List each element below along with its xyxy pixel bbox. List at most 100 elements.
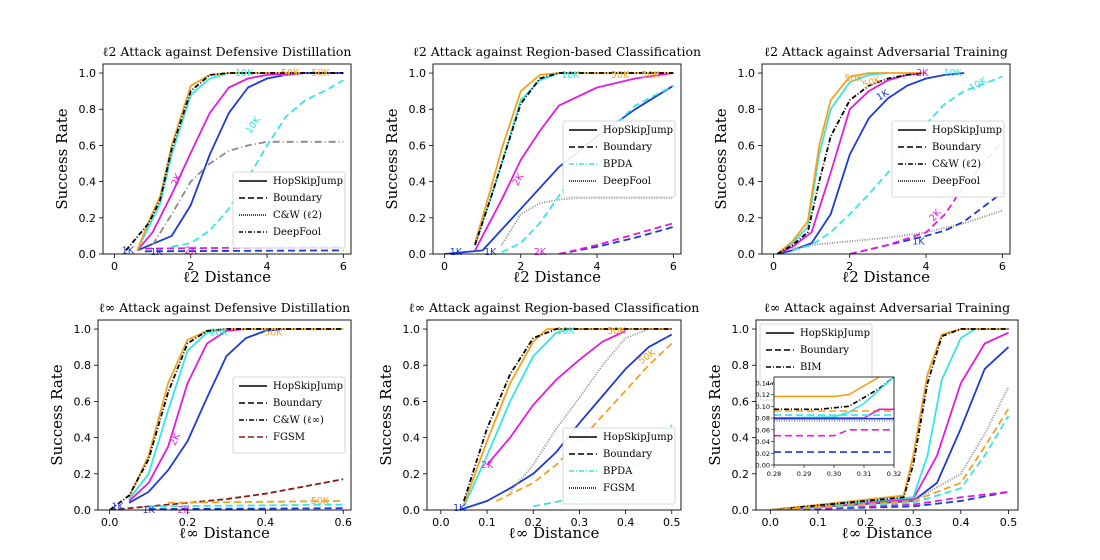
- inset-y-tick-label: 0.10: [756, 403, 770, 411]
- series-line-bim: [770, 328, 1009, 510]
- data-label: 10K: [968, 75, 990, 94]
- data-label: 50K: [844, 73, 863, 84]
- series-line-fgsm: [509, 328, 650, 493]
- legend-label: C&W (ℓ2): [932, 159, 981, 170]
- data-label: 1K: [450, 247, 463, 258]
- y-axis-label: Success Rate: [53, 108, 71, 209]
- x-tick-label: 6: [999, 260, 1006, 273]
- legend-label: C&W (ℓ∞): [273, 415, 324, 426]
- y-tick-label: 0.6: [409, 139, 427, 152]
- legend-label: DeepFool: [932, 176, 980, 187]
- series-line-boundary-1k: [849, 191, 1003, 254]
- data-label: 2K: [481, 460, 494, 471]
- x-tick-label: 2: [517, 260, 524, 273]
- series-line-boundary-10k: [171, 79, 344, 248]
- x-tick-label: 6: [670, 260, 677, 273]
- x-tick-label: 0: [441, 260, 448, 273]
- series-line-boundary-10k: [770, 415, 1010, 510]
- series-line-hj-2k: [770, 331, 1009, 510]
- chart-panel-3: ℓ2 Attack against Adversarial Training Su…: [712, 44, 1011, 286]
- legend: HopSkipJump Boundary BPDA DeepFool: [562, 120, 676, 198]
- y-tick-label: 0.2: [409, 212, 427, 225]
- plot-frame: [432, 63, 682, 255]
- y-tick-label: 1.0: [732, 323, 750, 336]
- data-label: 1K: [142, 505, 155, 516]
- y-tick-label: 0.4: [738, 176, 756, 189]
- data-label: 50K: [611, 70, 630, 81]
- y-tick-label: 0.0: [738, 248, 756, 261]
- y-axis-label: Success Rate: [377, 364, 395, 465]
- x-tick-label: 0.5: [663, 516, 681, 529]
- x-tick-label: 0: [770, 260, 777, 273]
- legend-label: BPDA: [603, 466, 633, 477]
- series-line-boundary-50k: [168, 500, 344, 504]
- legend-label: BIM: [800, 362, 822, 373]
- x-tick-label: 2: [187, 260, 194, 273]
- data-label: 50K: [281, 68, 300, 79]
- legend-label: BPDA: [603, 159, 633, 170]
- data-label: 1K: [875, 87, 892, 103]
- x-tick-label: 0.1: [478, 516, 496, 529]
- inset-y-tick-label: 0.08: [756, 415, 770, 423]
- x-tick-label: 0.3: [904, 516, 922, 529]
- legend-label: HopSkipJump: [603, 432, 673, 443]
- y-tick-label: 1.0: [403, 323, 421, 336]
- series-line-hj-10k: [128, 328, 227, 500]
- x-tick-label: 0.0: [432, 516, 450, 529]
- x-tick-label: 0.2: [857, 516, 875, 529]
- data-label: 1K: [484, 247, 497, 258]
- series-line-hj-2k: [136, 72, 306, 251]
- legend-label: FGSM: [603, 483, 635, 494]
- series-line-boundary-2k: [558, 222, 674, 254]
- x-tick-label: 0.2: [524, 516, 542, 529]
- series-line-hj-2k: [486, 330, 626, 466]
- series-line-boundary-1k: [144, 249, 344, 253]
- legend-label: Boundary: [273, 193, 322, 204]
- y-tick-label: 0.2: [74, 468, 92, 481]
- y-axis-label: Success Rate: [383, 108, 401, 209]
- series-group: [770, 328, 1010, 510]
- series-line-bpda: [463, 328, 672, 502]
- data-label: 2K: [185, 245, 198, 256]
- inset-x-tick-label: 0.30: [827, 470, 841, 478]
- series-line-bpda: [474, 72, 674, 246]
- y-tick-label: 1.0: [79, 67, 97, 80]
- data-label: 1K: [453, 503, 466, 514]
- data-label: 1K: [111, 501, 124, 512]
- legend-label: HopSkipJump: [273, 176, 343, 187]
- inset-x-tick-label: 0.32: [887, 470, 901, 478]
- legend-label: DeepFool: [603, 176, 651, 187]
- series-line-hj-2k: [474, 72, 674, 251]
- x-tick-label: 0.4: [257, 516, 275, 529]
- x-tick-label: 4: [264, 260, 271, 273]
- chart-title: ℓ∞ Attack against Region-based Classific…: [409, 300, 700, 315]
- y-tick-label: 0.0: [732, 504, 750, 517]
- legend: HopSkipJump Boundary C&W (ℓ2) DeepFool: [232, 171, 346, 249]
- series-line-hj-10k: [463, 328, 571, 507]
- series-line-boundary-1k: [558, 226, 674, 254]
- chart-title: ℓ2 Attack against Region-based Classific…: [413, 44, 701, 59]
- chart-panel-5: ℓ∞ Attack against Region-based Classific…: [377, 300, 699, 542]
- data-label: 10K: [209, 328, 228, 339]
- series-line-deepfool: [151, 140, 344, 246]
- legend-label: HopSkipJump: [603, 125, 673, 136]
- y-tick-label: 0.0: [74, 504, 92, 517]
- x-tick-label: 0.2: [179, 516, 197, 529]
- x-tick-label: 0.4: [952, 516, 970, 529]
- legend-label: HopSkipJump: [273, 381, 343, 392]
- series-line-boundary-10k: [792, 75, 1003, 252]
- data-label: 1K: [122, 245, 135, 256]
- y-tick-label: 0.8: [732, 359, 750, 372]
- y-tick-label: 0.4: [79, 176, 97, 189]
- data-label: 2K: [511, 171, 527, 188]
- data-label: 10K: [561, 70, 580, 81]
- data-label: 2K: [177, 505, 190, 516]
- chart-panel-6: ℓ∞ Attack against Adversarial Training Su…: [706, 300, 1019, 542]
- data-label: 10K: [235, 68, 254, 79]
- y-tick-label: 0.8: [74, 359, 92, 372]
- y-tick-label: 0.2: [403, 468, 421, 481]
- data-label: 50K: [311, 496, 330, 507]
- y-tick-label: 0.0: [409, 248, 427, 261]
- data-label: 10K: [556, 326, 575, 337]
- inset-series-group: [774, 377, 894, 453]
